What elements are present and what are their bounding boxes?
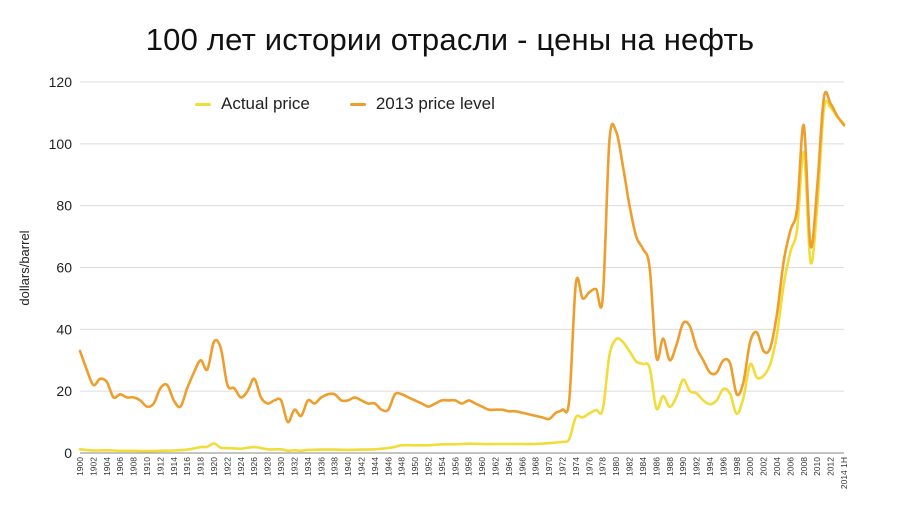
x-tick-label-1994: 1994 bbox=[705, 457, 715, 476]
x-tick-label-1920: 1920 bbox=[209, 457, 219, 476]
x-tick-label-1974: 1974 bbox=[571, 457, 581, 476]
x-tick-label-1942: 1942 bbox=[356, 457, 366, 476]
x-tick-label-2002: 2002 bbox=[759, 457, 769, 476]
x-tick-label-1934: 1934 bbox=[303, 457, 313, 476]
x-tick-label-1940: 1940 bbox=[343, 457, 353, 476]
y-tick-label-100: 100 bbox=[49, 136, 73, 152]
x-tick-label-1900: 1900 bbox=[75, 457, 85, 476]
series-line-2013-price-level bbox=[78, 90, 846, 424]
x-tick-label-1984: 1984 bbox=[638, 457, 648, 476]
x-tick-label-1928: 1928 bbox=[263, 457, 273, 476]
x-tick-label-1926: 1926 bbox=[249, 457, 259, 476]
x-tick-label-1932: 1932 bbox=[289, 457, 299, 476]
x-tick-label-1958: 1958 bbox=[464, 457, 474, 476]
y-tick-label-80: 80 bbox=[56, 198, 72, 214]
x-tick-label-1950: 1950 bbox=[410, 457, 420, 476]
legend: Actual price 2013 price level bbox=[195, 94, 495, 114]
x-tick-label-1954: 1954 bbox=[437, 457, 447, 476]
x-tick-label-1936: 1936 bbox=[316, 457, 326, 476]
x-tick-label-1964: 1964 bbox=[504, 457, 514, 476]
x-tick-label-1966: 1966 bbox=[517, 457, 527, 476]
legend-swatch-actual bbox=[195, 102, 211, 106]
x-tick-label-2014-1H: 2014 1H bbox=[839, 457, 849, 489]
x-tick-label-1908: 1908 bbox=[129, 457, 139, 476]
x-tick-label-1998: 1998 bbox=[732, 457, 742, 476]
x-tick-label-1976: 1976 bbox=[584, 457, 594, 476]
x-tick-label-1972: 1972 bbox=[558, 457, 568, 476]
y-tick-label-120: 120 bbox=[49, 74, 73, 90]
x-tick-label-1990: 1990 bbox=[678, 457, 688, 476]
x-tick-label-2004: 2004 bbox=[772, 457, 782, 476]
x-tick-label-1960: 1960 bbox=[477, 457, 487, 476]
x-tick-label-1938: 1938 bbox=[330, 457, 340, 476]
x-tick-label-1988: 1988 bbox=[665, 457, 675, 476]
x-tick-label-1978: 1978 bbox=[598, 457, 608, 476]
y-tick-label-20: 20 bbox=[56, 383, 72, 399]
x-tick-label-1914: 1914 bbox=[169, 457, 179, 476]
x-tick-label-1948: 1948 bbox=[397, 457, 407, 476]
legend-swatch-2013 bbox=[349, 102, 366, 106]
x-tick-label-2006: 2006 bbox=[785, 457, 795, 476]
x-tick-label-1904: 1904 bbox=[102, 457, 112, 476]
x-tick-label-1924: 1924 bbox=[236, 457, 246, 476]
x-tick-label-1986: 1986 bbox=[651, 457, 661, 476]
x-tick-label-2010: 2010 bbox=[812, 457, 822, 476]
legend-label-2013: 2013 price level bbox=[375, 94, 495, 113]
legend-item-actual: Actual price bbox=[195, 94, 310, 114]
x-tick-label-1918: 1918 bbox=[196, 457, 206, 476]
series-line-actual-price bbox=[78, 99, 846, 453]
x-tick-label-1970: 1970 bbox=[544, 457, 554, 476]
x-tick-label-1996: 1996 bbox=[718, 457, 728, 476]
x-tick-label-1982: 1982 bbox=[625, 457, 635, 476]
x-tick-label-1992: 1992 bbox=[692, 457, 702, 476]
x-tick-label-1902: 1902 bbox=[88, 457, 98, 476]
x-tick-label-1930: 1930 bbox=[276, 457, 286, 476]
x-tick-label-1956: 1956 bbox=[450, 457, 460, 476]
x-tick-label-1922: 1922 bbox=[222, 457, 232, 476]
x-tick-label-1944: 1944 bbox=[370, 457, 380, 476]
y-tick-label-0: 0 bbox=[64, 445, 72, 461]
x-tick-label-1980: 1980 bbox=[611, 457, 621, 476]
x-tick-label-1910: 1910 bbox=[142, 457, 152, 476]
x-tick-label-1968: 1968 bbox=[531, 457, 541, 476]
x-tick-label-1946: 1946 bbox=[383, 457, 393, 476]
chart-title: 100 лет истории отрасли - цены на нефть bbox=[145, 22, 755, 57]
x-tick-label-2008: 2008 bbox=[799, 457, 809, 476]
legend-label-actual: Actual price bbox=[221, 94, 310, 113]
x-tick-label-2012: 2012 bbox=[826, 457, 836, 476]
legend-item-2013: 2013 price level bbox=[349, 94, 495, 114]
x-tick-label-1952: 1952 bbox=[423, 457, 433, 476]
x-tick-label-1912: 1912 bbox=[155, 457, 165, 476]
y-tick-label-60: 60 bbox=[56, 260, 72, 276]
x-tick-label-1916: 1916 bbox=[182, 457, 192, 476]
y-tick-label-40: 40 bbox=[56, 321, 72, 337]
x-tick-label-2000: 2000 bbox=[745, 457, 755, 476]
x-tick-label-1962: 1962 bbox=[491, 457, 501, 476]
x-tick-label-1906: 1906 bbox=[115, 457, 125, 476]
